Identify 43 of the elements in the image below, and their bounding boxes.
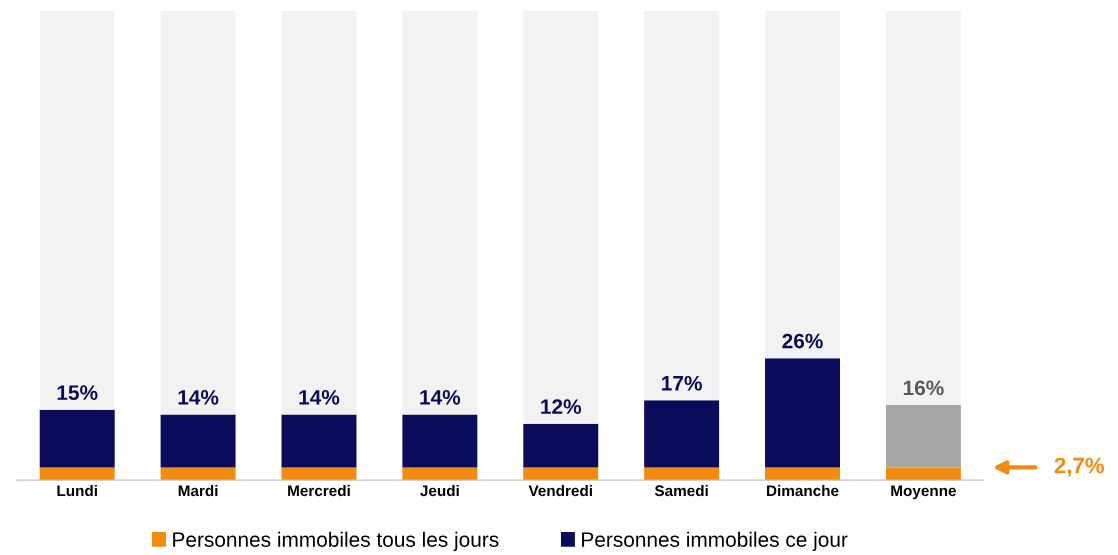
x-tick-label: Dimanche [767,484,839,497]
x-tick-label: Moyenne [891,485,956,500]
legend-label: Personnes immobiles tous les jours [173,531,499,552]
annotation: 16% [903,380,944,396]
bar [281,414,357,468]
text: 2,7% [1054,457,1105,477]
bar [885,405,961,468]
x-tick-label: Vendredi [528,484,592,497]
annotation: 26% [782,333,823,349]
bar [765,467,840,481]
annotation: 17% [662,375,702,391]
bar [765,358,840,468]
legend-label: Personnes immobiles ce jour [582,531,848,552]
bar [885,11,961,406]
bar [39,467,115,481]
x-tick-label: Mercredi [288,484,350,497]
bar [523,11,599,424]
bar [523,467,599,481]
x-tick-label: Jeudi [420,484,459,497]
bar [39,409,115,468]
x-tick-label: Lundi [57,484,97,497]
bar [644,467,720,481]
bar [402,467,478,481]
bar [765,11,840,359]
annotation: 14% [178,389,219,405]
bar [885,467,961,481]
x-tick-label: Mardi [178,484,218,497]
annotation: 14% [299,389,340,405]
annotation: 15% [57,385,98,400]
annotation: 14% [420,389,461,405]
bar [281,11,357,415]
bar [160,414,236,468]
x-tick-label: Samedi [654,484,708,497]
annotation: 12% [541,399,582,415]
bar [644,400,720,468]
bar [644,11,720,401]
bar [281,467,357,481]
bar [160,467,236,481]
bar [402,414,478,468]
bar [523,423,599,468]
bar [160,11,236,415]
bar [402,11,478,415]
bar [39,11,115,410]
